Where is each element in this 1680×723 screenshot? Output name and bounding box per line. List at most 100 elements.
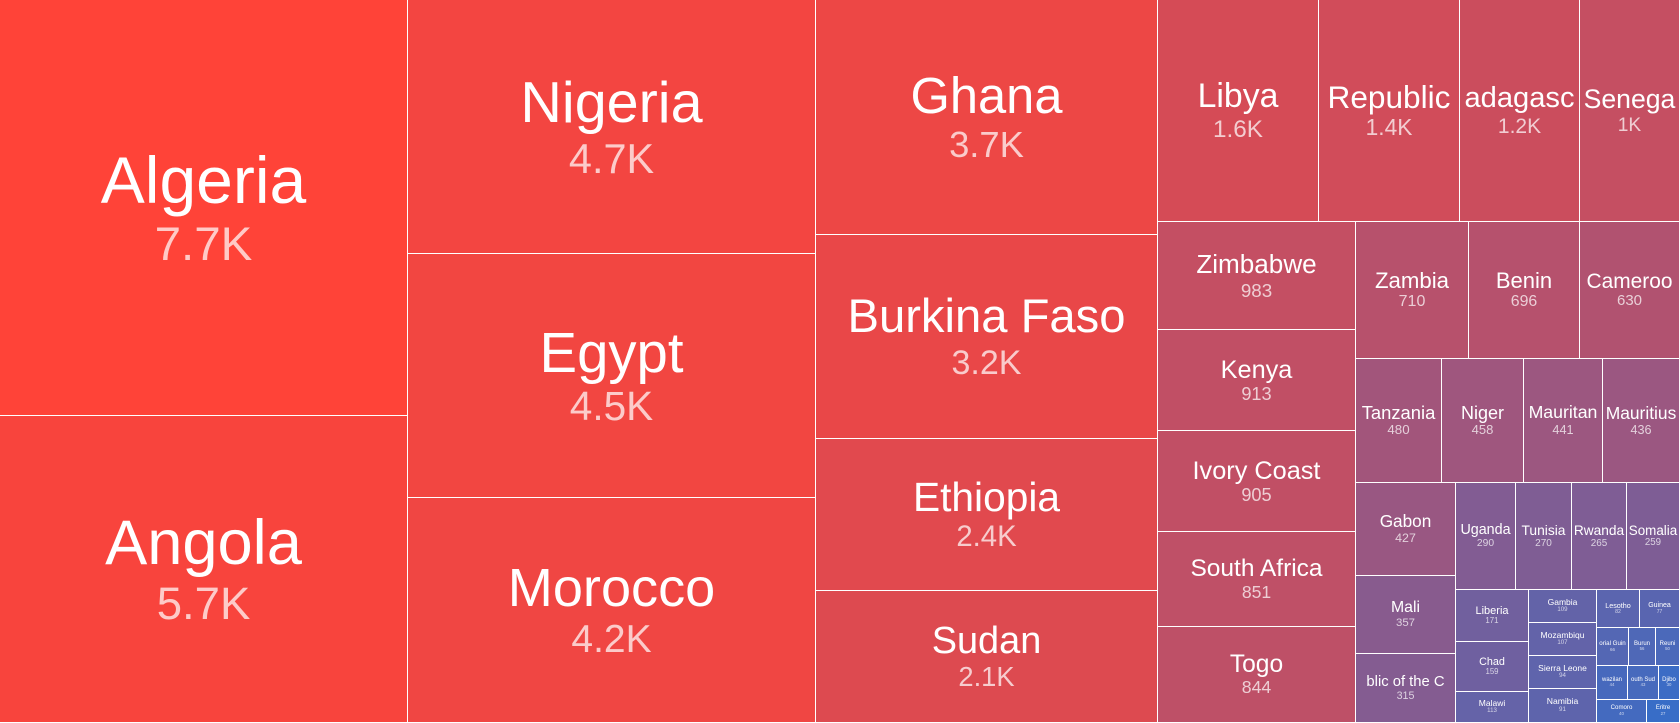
treemap-tile-republic[interactable]: Republic 1.4K — [1319, 0, 1460, 222]
treemap-tile-kenya[interactable]: Kenya 913 — [1158, 330, 1356, 431]
treemap-tile-zimbabwe[interactable]: Zimbabwe 983 — [1158, 222, 1356, 330]
treemap-tile-chad[interactable]: Chad 159 — [1456, 642, 1529, 692]
treemap-tile-malawi[interactable]: Malawi 113 — [1456, 692, 1529, 723]
tile-value: 44 — [1609, 682, 1615, 688]
tile-label: Ivory Coast — [1192, 456, 1321, 485]
treemap-tile-eritre[interactable]: Eritre 27 — [1647, 700, 1680, 723]
treemap-tile-ethiopia[interactable]: Ethiopia 2.4K — [816, 439, 1158, 591]
treemap-tile-mauritius[interactable]: Mauritius 436 — [1603, 359, 1680, 483]
treemap-tile-gabon[interactable]: Gabon 427 — [1356, 483, 1456, 576]
tile-label: Mauritius — [1605, 402, 1677, 423]
tile-value: 56 — [1639, 646, 1645, 652]
treemap-tile-ghana[interactable]: Ghana 3.7K — [816, 0, 1158, 235]
tile-value: 3.2K — [951, 343, 1022, 382]
treemap-tile-south-africa[interactable]: South Africa 851 — [1158, 532, 1356, 627]
tile-value: 171 — [1485, 616, 1499, 626]
tile-label: Sierra Leone — [1538, 662, 1587, 673]
treemap-tile-egypt[interactable]: Egypt 4.5K — [408, 254, 816, 498]
tile-value: 4.7K — [568, 135, 655, 182]
treemap-tile-cameroo[interactable]: Cameroo 630 — [1580, 222, 1680, 359]
tile-label: Mali — [1391, 599, 1420, 617]
treemap-tile-wazilan[interactable]: wazilan 44 — [1597, 666, 1628, 700]
treemap-tile-outh-sud[interactable]: outh Sud 43 — [1628, 666, 1659, 700]
tile-label: Burkina Faso — [847, 290, 1126, 344]
tile-value: 844 — [1241, 677, 1272, 698]
tile-label: Benin — [1495, 267, 1553, 293]
tile-label: Ghana — [910, 67, 1063, 125]
tile-label: Somalia — [1628, 523, 1678, 539]
tile-label: Sudan — [931, 619, 1042, 662]
tile-value: 1.2K — [1497, 115, 1542, 139]
tile-value: 113 — [1487, 707, 1497, 715]
tile-label: blic of the C — [1366, 673, 1445, 690]
treemap-tile-mauritan[interactable]: Mauritan 441 — [1524, 359, 1603, 483]
treemap-tile-lesotho[interactable]: Lesotho 82 — [1597, 590, 1640, 628]
tile-value: 3.7K — [949, 123, 1024, 165]
tile-label: Zambia — [1375, 267, 1449, 293]
treemap-tile-adagasc[interactable]: adagasc 1.2K — [1460, 0, 1580, 222]
treemap-tile-djibo[interactable]: Djibo 30 — [1659, 666, 1680, 700]
treemap-tile-orial-guin[interactable]: orial Guin 66 — [1597, 628, 1629, 666]
tile-value: 91 — [1559, 705, 1566, 713]
tile-label: South Africa — [1190, 555, 1323, 583]
treemap-tile-tunisia[interactable]: Tunisia 270 — [1516, 483, 1572, 590]
treemap-tile-blic-of-the-c[interactable]: blic of the C 315 — [1356, 654, 1456, 723]
tile-label: Rwanda — [1573, 522, 1625, 538]
tile-value: 259 — [1644, 537, 1662, 549]
treemap-tile-reuni[interactable]: Reuni 50 — [1656, 628, 1680, 666]
treemap-tile-libya[interactable]: Libya 1.6K — [1158, 0, 1319, 222]
treemap-tile-algeria[interactable]: Algeria 7.7K — [0, 0, 408, 416]
treemap-tile-ivory-coast[interactable]: Ivory Coast 905 — [1158, 431, 1356, 532]
tile-value: 4.2K — [571, 618, 652, 662]
tile-value: 2.1K — [958, 661, 1015, 693]
tile-label: Zimbabwe — [1196, 249, 1317, 280]
treemap-tile-tanzania[interactable]: Tanzania 480 — [1356, 359, 1442, 483]
tile-label: Niger — [1460, 403, 1504, 424]
tile-value: 5.7K — [156, 577, 251, 629]
tile-label: Namibia — [1546, 696, 1579, 707]
treemap-tile-sierra-leone[interactable]: Sierra Leone 94 — [1529, 656, 1597, 689]
treemap-tile-liberia[interactable]: Liberia 171 — [1456, 590, 1529, 642]
treemap-tile-rwanda[interactable]: Rwanda 265 — [1572, 483, 1627, 590]
treemap-tile-burun[interactable]: Burun 56 — [1629, 628, 1656, 666]
tile-value: 290 — [1476, 538, 1495, 550]
treemap-tile-togo[interactable]: Togo 844 — [1158, 627, 1356, 723]
tile-label: Algeria — [100, 142, 307, 217]
treemap-tile-zambia[interactable]: Zambia 710 — [1356, 222, 1469, 359]
treemap-tile-namibia[interactable]: Namibia 91 — [1529, 689, 1597, 723]
tile-value: 265 — [1590, 538, 1608, 550]
treemap-tile-nigeria[interactable]: Nigeria 4.7K — [408, 0, 816, 254]
tile-value: 30 — [1666, 682, 1672, 688]
treemap-tile-guinea[interactable]: Guinea 77 — [1640, 590, 1680, 628]
treemap-tile-mali[interactable]: Mali 357 — [1356, 576, 1456, 654]
treemap-tile-uganda[interactable]: Uganda 290 — [1456, 483, 1516, 590]
tile-label: Gambia — [1547, 596, 1578, 607]
tile-value: 480 — [1387, 422, 1410, 438]
tile-value: 1.6K — [1213, 115, 1263, 143]
tile-value: 441 — [1552, 423, 1574, 438]
tile-value: 270 — [1535, 538, 1552, 550]
treemap-tile-sudan[interactable]: Sudan 2.1K — [816, 591, 1158, 723]
tile-value: 7.7K — [154, 217, 253, 271]
tile-label: Tunisia — [1521, 522, 1566, 538]
treemap-tile-comoro[interactable]: Comoro 40 — [1597, 700, 1647, 723]
treemap-tile-somalia[interactable]: Somalia 259 — [1627, 483, 1680, 590]
treemap-tile-mozambiqu[interactable]: Mozambiqu 107 — [1529, 623, 1597, 656]
tile-value: 315 — [1396, 690, 1415, 703]
treemap-tile-benin[interactable]: Benin 696 — [1469, 222, 1580, 359]
treemap-tile-angola[interactable]: Angola 5.7K — [0, 416, 408, 723]
treemap-tile-gambia[interactable]: Gambia 109 — [1529, 590, 1597, 623]
tile-label: Nigeria — [520, 71, 703, 136]
treemap-tile-senega[interactable]: Senega 1K — [1580, 0, 1680, 222]
tile-label: Mauritan — [1528, 402, 1598, 423]
tile-value: 436 — [1630, 423, 1652, 438]
tile-label: Morocco — [507, 557, 716, 618]
tile-value: 94 — [1559, 672, 1566, 680]
tile-value: 2.4K — [956, 519, 1017, 553]
treemap-tile-burkina-faso[interactable]: Burkina Faso 3.2K — [816, 235, 1158, 439]
tile-value: 159 — [1485, 667, 1499, 677]
tile-label: Comoro — [1610, 704, 1633, 712]
tile-value: 696 — [1510, 293, 1538, 311]
treemap-tile-morocco[interactable]: Morocco 4.2K — [408, 498, 816, 723]
treemap-tile-niger[interactable]: Niger 458 — [1442, 359, 1524, 483]
